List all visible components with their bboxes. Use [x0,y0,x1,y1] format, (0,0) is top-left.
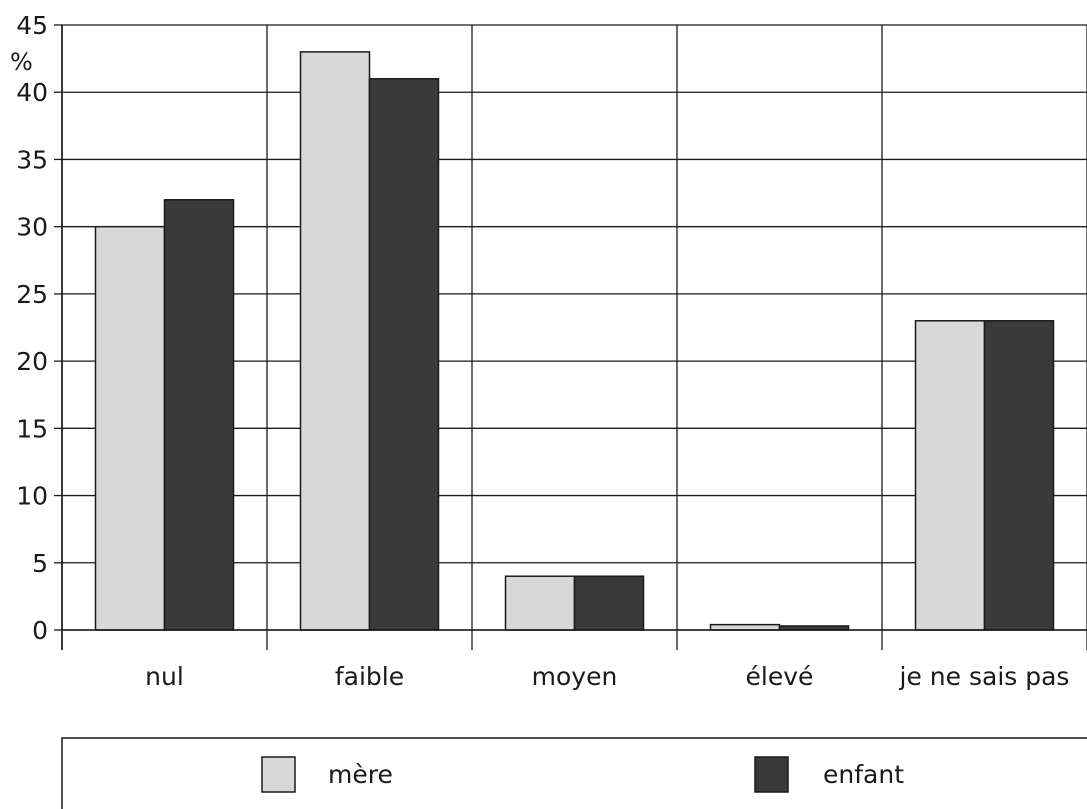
chart-axes [54,24,1087,650]
bar-mere-0 [94,225,166,631]
legend-box [61,737,1087,809]
x-category-label: élevé [746,662,814,691]
legend: mère enfant [61,737,1087,809]
y-tick-label: 15 [16,414,48,443]
y-tick-label: 10 [16,482,48,511]
legend-swatch-mere [261,756,296,793]
bar-enfant-1 [368,78,440,631]
x-category-label: moyen [532,662,618,691]
x-category-label: faible [335,662,404,691]
x-category-label: je ne sais pas [899,662,1070,691]
y-tick-label: 20 [16,347,48,376]
y-tick-label: 25 [16,280,48,309]
y-tick-label: 35 [16,145,48,174]
category-labels: nul faible moyen élevé je ne sais pas [145,662,1069,691]
legend-label-mere: mère [328,760,393,789]
bar-mere-4 [914,320,986,631]
y-tick-label: 40 [16,78,48,107]
y-axis-unit-label: % [10,48,33,76]
y-tick-label: 30 [16,213,48,242]
bar-mere-2 [504,575,576,631]
y-tick-labels: 0 5 10 15 20 25 30 35 40 45 [16,11,48,645]
bar-enfant-0 [163,199,235,631]
legend-label-enfant: enfant [823,760,904,789]
y-tick-label: 0 [32,616,48,645]
bars-group [94,51,1055,631]
bar-enfant-2 [573,575,645,631]
x-category-label: nul [145,662,184,691]
bar-mere-1 [299,51,371,631]
bar-mere-3 [709,623,781,631]
bar-enfant-4 [983,320,1055,631]
legend-swatch-enfant [754,756,789,793]
y-tick-label: 45 [16,11,48,40]
y-tick-label: 5 [32,549,48,578]
